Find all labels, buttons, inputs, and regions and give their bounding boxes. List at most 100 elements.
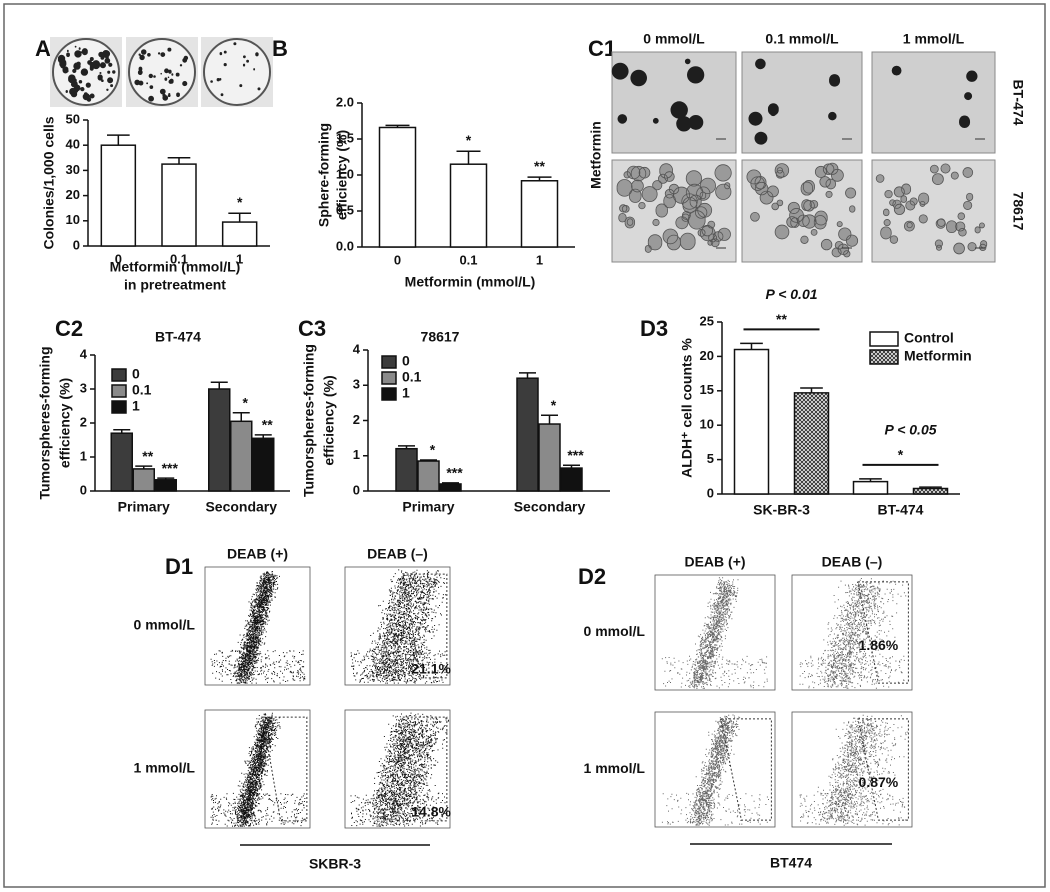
row-label: 0 mmol/L	[584, 623, 646, 639]
spheres	[891, 65, 978, 129]
bar	[852, 480, 889, 495]
bar	[417, 460, 440, 492]
column-label: DEAB (+)	[684, 554, 745, 570]
panel-label: A	[35, 36, 51, 61]
bar	[449, 163, 488, 248]
legend-label: 1	[132, 398, 140, 414]
panel-label: D2	[578, 564, 606, 589]
bar	[208, 388, 231, 492]
bar	[154, 479, 177, 492]
gate	[857, 718, 909, 821]
y-tick-label: 30	[66, 162, 80, 177]
significance: ***	[162, 460, 179, 476]
spheres	[611, 58, 705, 132]
significance: **	[534, 158, 545, 174]
bar	[516, 377, 539, 492]
x-tick-label: 1	[536, 252, 543, 267]
x-axis-label: Metformin (mmol/L)	[405, 274, 536, 290]
column-label: 1 mmol/L	[903, 31, 965, 47]
y-tick-label: 4	[353, 341, 361, 356]
bar	[161, 163, 197, 247]
dish	[203, 38, 271, 106]
cell-line-label: SKBR-3	[309, 856, 361, 872]
significance: **	[262, 417, 273, 433]
legend-swatch	[869, 331, 899, 347]
y-tick-label: 0.5	[336, 202, 354, 217]
significance: *	[243, 395, 249, 411]
colonies	[134, 47, 189, 102]
panel-label: C2	[55, 316, 83, 341]
bar	[252, 437, 275, 492]
legend-label: Control	[904, 330, 954, 346]
legend-swatch	[111, 384, 127, 398]
error-bar	[228, 212, 251, 223]
panel-label: D1	[165, 554, 193, 579]
error-bar	[456, 150, 481, 165]
y-tick-label: 5	[707, 451, 714, 466]
y-tick-label: 1.5	[336, 130, 354, 145]
sphere-photo	[611, 51, 737, 154]
error-bar	[398, 445, 415, 449]
flow-dots	[799, 578, 907, 689]
p-value: P < 0.01	[766, 286, 818, 302]
panel-label: C1	[588, 36, 616, 61]
gate-percentage: 0.87%	[859, 774, 899, 790]
side-label: Metformin	[588, 121, 604, 189]
legend-swatch	[111, 400, 127, 414]
bar	[912, 487, 949, 495]
gate-percentage: 1.86%	[859, 637, 899, 653]
y-axis-label: Tumorspheres-forming	[37, 347, 53, 500]
y-axis-label: Sphere-forming	[316, 123, 332, 227]
row-label: BT-474	[1010, 80, 1026, 126]
gate	[402, 716, 448, 822]
flow-dots	[210, 571, 306, 684]
x-tick-label: 0.1	[459, 252, 477, 267]
panel-label: D3	[640, 316, 668, 341]
error-bar	[167, 157, 191, 165]
error-bar	[254, 434, 272, 439]
column-label: 0.1 mmol/L	[765, 31, 839, 47]
significance: **	[776, 311, 787, 327]
y-tick-label: 2	[353, 412, 360, 427]
x-tick-label: Secondary	[205, 499, 277, 515]
bar	[221, 221, 258, 247]
legend-swatch	[869, 349, 899, 365]
significance: *	[430, 442, 436, 458]
gate	[857, 581, 909, 684]
error-bar	[385, 124, 410, 128]
bar	[538, 423, 561, 492]
legend-swatch	[381, 371, 397, 385]
flow-dots	[210, 712, 306, 827]
error-bar	[107, 134, 130, 146]
flow-dots	[350, 712, 449, 827]
x-tick-label: 0	[394, 252, 401, 267]
x-tick-label: Primary	[118, 499, 170, 515]
column-label: DEAB (+)	[227, 546, 288, 562]
bar	[230, 420, 253, 492]
y-axis-label: ALDH⁺ cell counts %	[679, 338, 695, 478]
row-label: 0 mmol/L	[134, 617, 196, 633]
significance: ***	[567, 447, 584, 463]
gate	[262, 716, 308, 822]
y-tick-label: 3	[80, 380, 87, 395]
y-tick-label: 20	[700, 348, 714, 363]
bar	[793, 392, 830, 495]
y-tick-label: 2.0	[336, 94, 354, 109]
spheres	[875, 163, 988, 255]
y-tick-label: 0	[80, 482, 87, 497]
flow-plot-frame	[344, 709, 451, 829]
y-tick-label: 25	[700, 313, 714, 328]
bar	[520, 180, 559, 248]
error-bar	[113, 429, 131, 434]
figure-border	[3, 3, 1046, 888]
y-axis-label: efficiency (%)	[334, 130, 350, 220]
chart-title: BT-474	[155, 329, 201, 345]
y-axis-label: efficiency (%)	[57, 378, 73, 468]
flow-plot-frame	[204, 709, 311, 829]
y-tick-label: 10	[700, 417, 714, 432]
error-bar	[919, 486, 942, 489]
sphere-photo	[871, 51, 996, 154]
significance: *	[551, 397, 557, 413]
column-label: DEAB (–)	[822, 554, 883, 570]
